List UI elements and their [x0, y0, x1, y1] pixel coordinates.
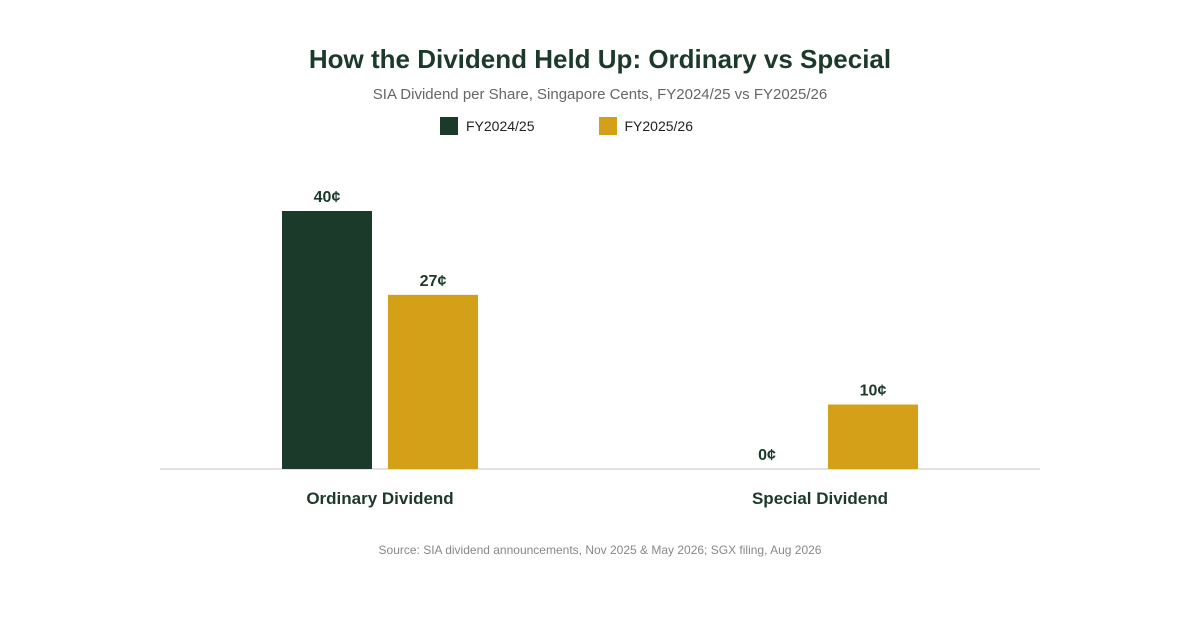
- category-label-special-dividend: Special Dividend: [752, 489, 888, 508]
- data-label-ordinary-dividend-fy2024-25: 40¢: [314, 189, 341, 206]
- chart-title: How the Dividend Held Up: Ordinary vs Sp…: [308, 44, 892, 74]
- category-label-ordinary-dividend: Ordinary Dividend: [306, 489, 453, 508]
- bar-special-dividend-fy2025-26: [828, 404, 918, 469]
- legend: FY2024/25 FY2025/26: [440, 116, 757, 136]
- source-note: Source: SIA dividend announcements, Nov …: [378, 543, 822, 557]
- bar-ordinary-dividend-fy2024-25: [282, 211, 372, 469]
- legend-item-fy2024-25: FY2024/25: [440, 117, 535, 135]
- legend-swatch-fy2025-26: [598, 117, 617, 135]
- legend-label-fy2025-26: FY2025/26: [624, 118, 694, 134]
- chart-subtitle: SIA Dividend per Share, Singapore Cents,…: [372, 86, 828, 103]
- data-label-ordinary-dividend-fy2025-26: 27¢: [420, 273, 447, 290]
- data-label-special-dividend-fy2025-26: 10¢: [860, 383, 887, 400]
- bar-ordinary-dividend-fy2025-26: [388, 294, 478, 469]
- legend-label-fy2024-25: FY2024/25: [466, 118, 535, 134]
- legend-swatch-fy2024-25: [440, 117, 458, 135]
- legend-item-fy2025-26: FY2025/26: [598, 117, 694, 135]
- data-label-special-dividend-fy2024-25: 0¢: [758, 447, 776, 464]
